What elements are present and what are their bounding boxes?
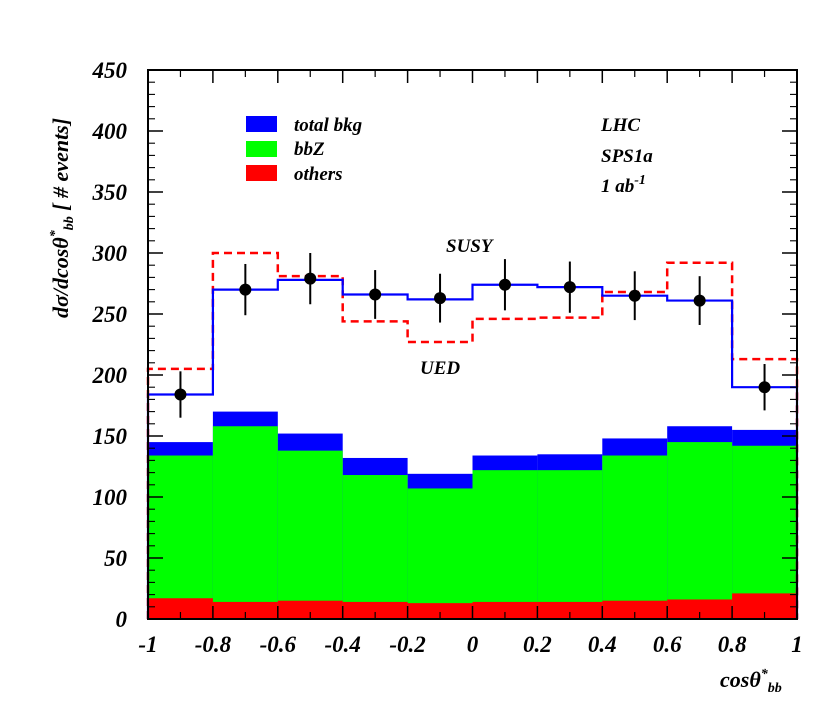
legend-label-bbz: bbZ: [294, 139, 325, 160]
y-tick-label-0: 0: [116, 607, 128, 632]
y-tick-label-8: 400: [92, 119, 128, 144]
legend-swatch-total-bkg: [246, 116, 277, 132]
bar-others-8: [667, 599, 733, 619]
y-tick-label-4: 200: [92, 363, 128, 388]
data-points: [174, 253, 771, 418]
bar-others-2: [277, 600, 343, 619]
bar-others-3: [342, 601, 408, 619]
luminosity-label: 1 ab-1: [601, 173, 646, 197]
bar-bbz-7: [602, 455, 668, 619]
x-tick-label-0: -1: [138, 632, 157, 657]
bar-bbz-4: [407, 488, 473, 619]
y-tick-label-6: 300: [92, 241, 128, 266]
bar-bbz-0: [148, 455, 213, 619]
scenario-label: SPS1a: [601, 146, 653, 167]
y-tick-label-3: 150: [93, 424, 128, 449]
x-tick-label-2: -0.6: [260, 632, 297, 657]
bar-others-4: [407, 603, 473, 619]
bar-others-6: [537, 601, 603, 619]
y-tick-label-1: 50: [104, 546, 128, 571]
data-point-1: [239, 283, 252, 296]
legend: total bkg bbZ others: [246, 115, 362, 185]
x-tick-label-1: -0.8: [195, 632, 232, 657]
legend-label-others: others: [294, 164, 343, 185]
bar-bbz-5: [472, 470, 538, 619]
experiment-label: LHC: [600, 115, 640, 136]
annotations: LHC SPS1a 1 ab-1 SUSY UED: [420, 115, 653, 379]
bar-bbz-6: [537, 470, 603, 619]
y-axis-title: dσ/dcosθ*bb [ # events]: [48, 118, 77, 318]
x-tick-label-7: 0.4: [588, 632, 617, 657]
ued-label: UED: [420, 358, 460, 379]
susy-label: SUSY: [446, 236, 495, 257]
data-point-8: [693, 294, 706, 307]
bar-others-7: [602, 600, 668, 619]
y-tick-label-9: 450: [92, 58, 128, 83]
x-tick-label-9: 0.8: [718, 632, 747, 657]
x-tick-label-5: 0: [467, 632, 479, 657]
x-tick-label-4: -0.2: [389, 632, 425, 657]
legend-swatch-others: [246, 165, 277, 181]
data-point-9: [758, 381, 771, 394]
x-tick-label-3: -0.4: [324, 632, 360, 657]
bar-bbz-3: [342, 475, 408, 619]
data-point-3: [369, 288, 382, 301]
data-point-7: [628, 289, 641, 302]
bar-others-5: [472, 601, 538, 619]
y-tick-label-7: 350: [92, 180, 128, 205]
x-axis-title: cosθ*bb: [720, 667, 782, 696]
bar-bbz-2: [277, 450, 343, 619]
x-tick-label-6: 0.2: [523, 632, 552, 657]
bar-bbz-9: [732, 445, 797, 619]
data-point-4: [434, 292, 447, 305]
legend-swatch-bbz: [246, 141, 277, 157]
x-tick-label-8: 0.6: [653, 632, 682, 657]
data-point-6: [563, 281, 576, 294]
data-point-2: [304, 272, 317, 285]
data-point-5: [498, 278, 511, 291]
bar-others-1: [212, 601, 278, 619]
bar-bbz-8: [667, 442, 733, 619]
bar-others-0: [148, 598, 213, 619]
legend-label-total-bkg: total bkg: [294, 115, 362, 136]
bar-bbz-1: [212, 426, 278, 619]
series-line-ued: [146, 251, 799, 619]
background-fills: [148, 411, 797, 619]
y-tick-label-5: 250: [92, 302, 128, 327]
y-tick-label-2: 100: [93, 485, 128, 510]
x-tick-label-10: 1: [791, 632, 803, 657]
tick-labels: -1 -0.8 -0.6 -0.4 -0.2 0 0.2 0.4 0.6 0.8 1 0 50 100 15…: [92, 58, 803, 657]
data-point-0: [174, 388, 187, 401]
tick-marks: [147, 69, 798, 620]
